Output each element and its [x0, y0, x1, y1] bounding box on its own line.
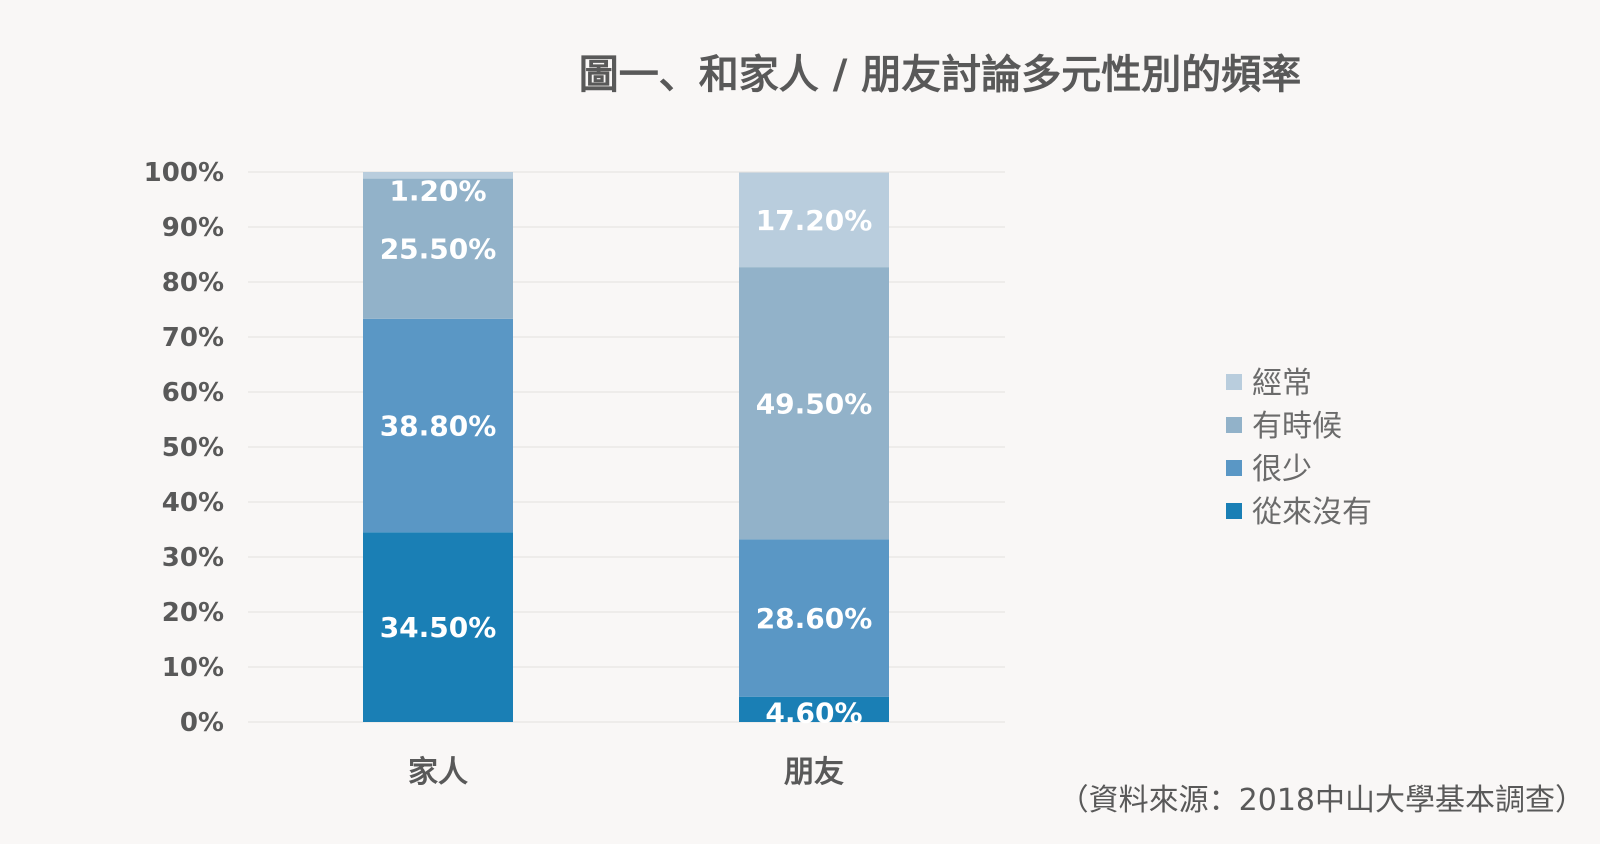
- data-label: 4.60%: [765, 697, 862, 730]
- data-label: 28.60%: [756, 602, 873, 635]
- legend-swatch: [1226, 417, 1242, 433]
- data-label: 25.50%: [380, 233, 497, 266]
- data-label: 17.20%: [756, 204, 873, 237]
- source-note: （資料來源：2018中山大學基本調查）: [1059, 783, 1585, 818]
- y-tick-label: 70%: [162, 323, 224, 353]
- bar-segment: [363, 532, 513, 722]
- legend-label: 從來沒有: [1252, 495, 1372, 530]
- legend-swatch: [1226, 503, 1242, 519]
- x-category-label: 朋友: [784, 755, 844, 790]
- x-axis-categories: 家人 朋友: [408, 755, 844, 790]
- data-label: 38.80%: [380, 410, 497, 443]
- x-category-label: 家人: [408, 755, 468, 790]
- y-tick-label: 60%: [162, 378, 224, 408]
- legend-label: 很少: [1252, 452, 1312, 487]
- legend-label: 有時候: [1252, 409, 1342, 444]
- bar-segment: [739, 172, 889, 268]
- legend-swatch: [1226, 374, 1242, 390]
- gridlines: [248, 171, 1005, 723]
- y-tick-label: 30%: [162, 543, 224, 573]
- y-tick-label: 100%: [144, 158, 224, 188]
- y-tick-label: 90%: [162, 213, 224, 243]
- y-tick-label: 10%: [162, 653, 224, 683]
- chart-title: 圖一、和家人 / 朋友討論多元性別的頻率: [579, 52, 1301, 98]
- bars: [363, 172, 889, 722]
- y-tick-label: 0%: [180, 708, 224, 738]
- data-labels: 34.50% 38.80% 25.50% 1.20% 4.60% 28.60% 49.50%…: [380, 175, 873, 730]
- legend-label: 經常: [1252, 366, 1312, 401]
- bar-segment: [363, 172, 513, 179]
- y-tick-label: 40%: [162, 488, 224, 518]
- data-label: 1.20%: [389, 175, 486, 208]
- data-label: 49.50%: [756, 387, 873, 420]
- data-label: 34.50%: [380, 611, 497, 644]
- bar-segment: [739, 696, 889, 722]
- legend-swatch: [1226, 460, 1242, 476]
- y-tick-label: 50%: [162, 433, 224, 463]
- y-tick-label: 80%: [162, 268, 224, 298]
- y-axis-ticks: 0% 10% 20% 30% 40% 50% 60% 70% 80% 90% 100%: [144, 158, 224, 738]
- bar-segment: [363, 178, 513, 319]
- bar-segment: [739, 267, 889, 540]
- y-tick-label: 20%: [162, 598, 224, 628]
- bar-segment: [739, 539, 889, 697]
- bar-segment: [363, 318, 513, 533]
